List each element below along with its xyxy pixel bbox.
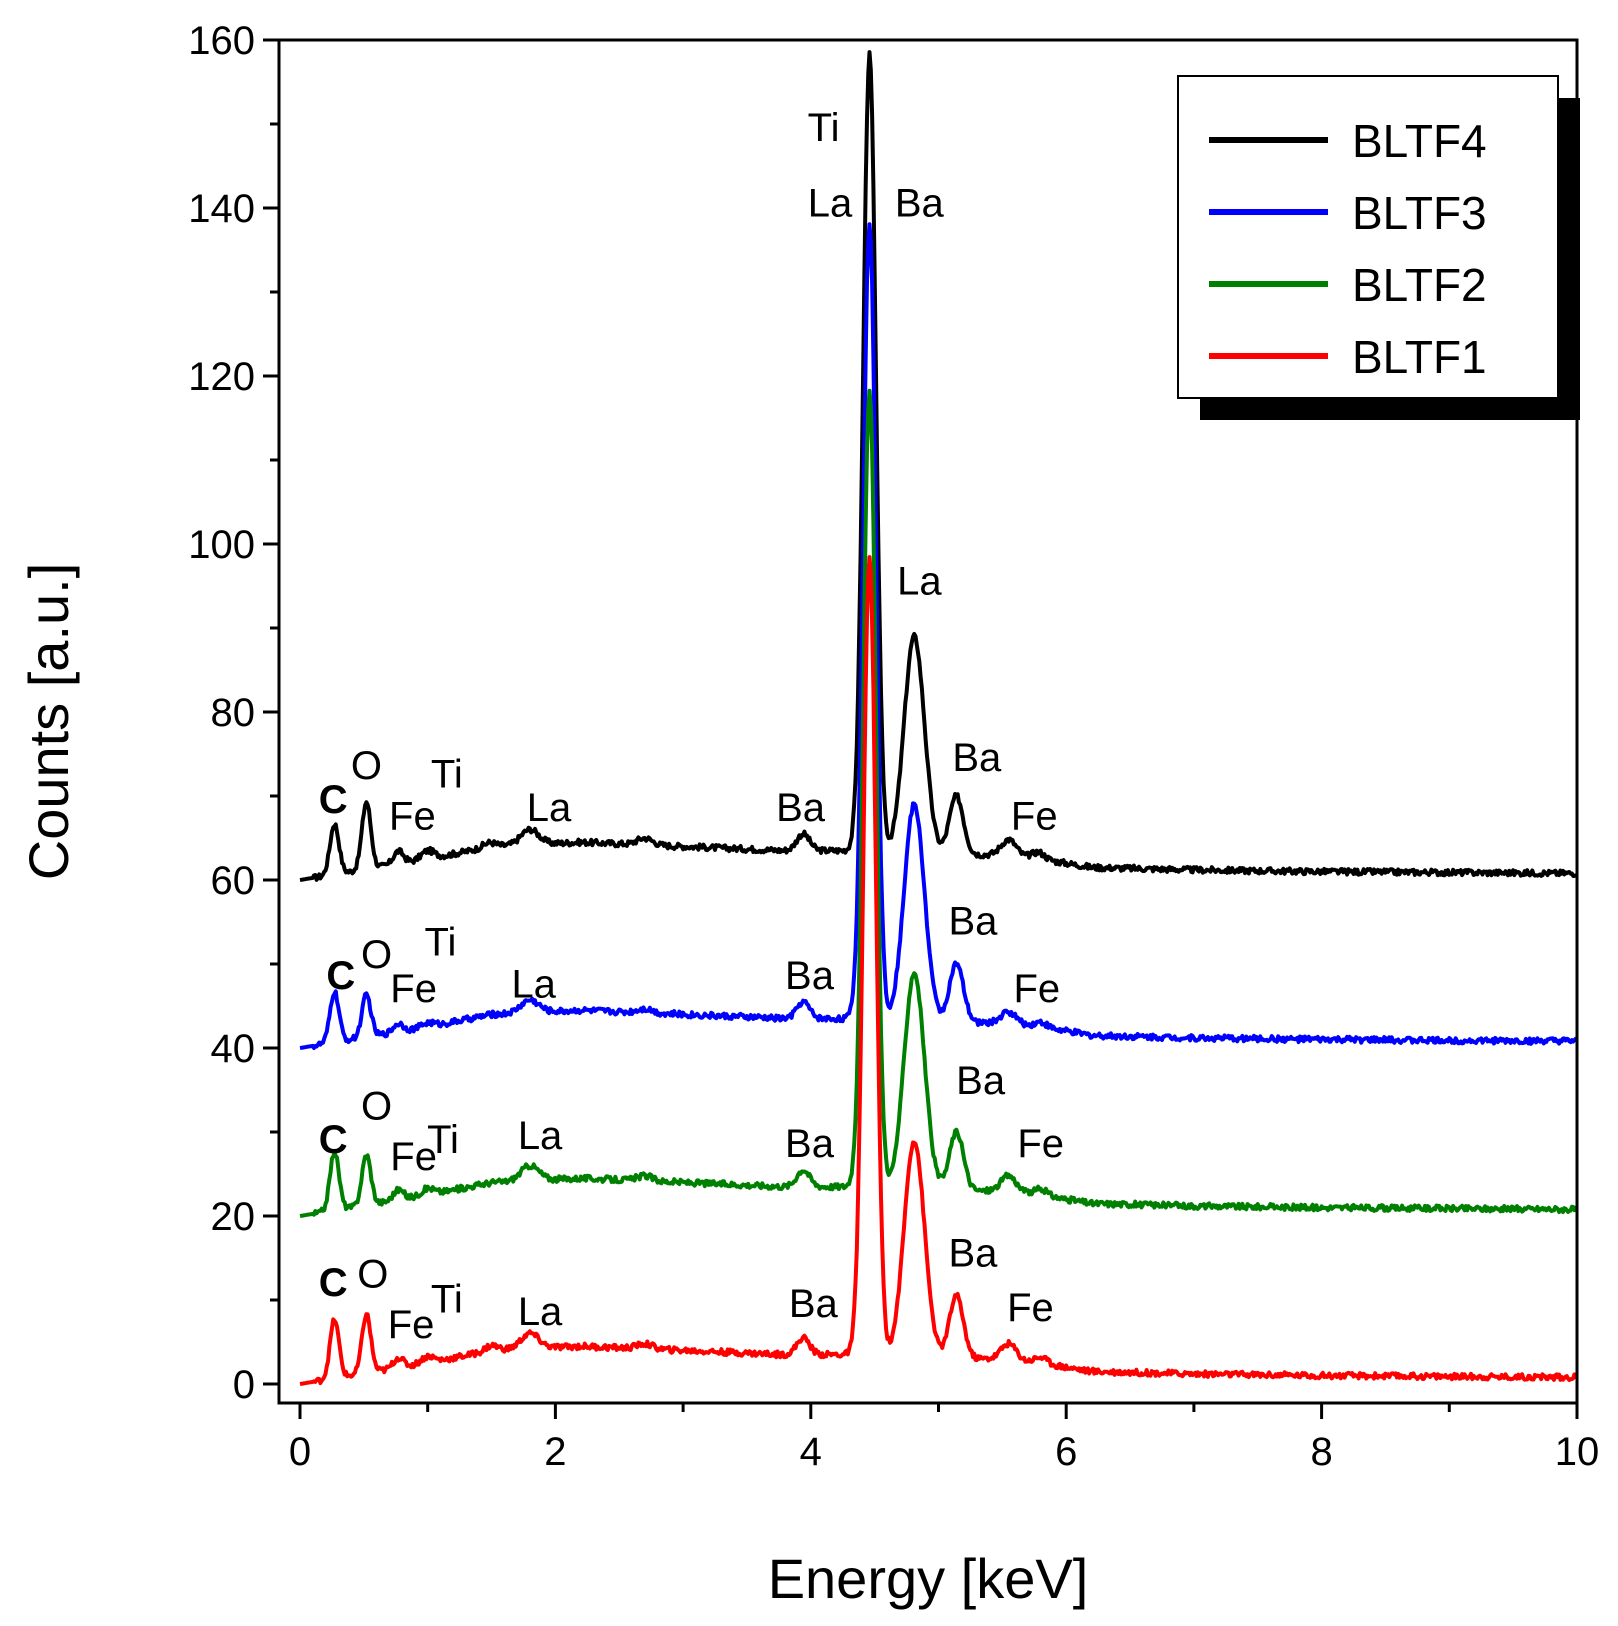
peak-label-fe-19: Fe	[1013, 967, 1060, 1011]
series-line-bltf2-2	[299, 388, 1579, 1218]
y-tick-label-1: 20	[211, 1195, 256, 1239]
peak-label-o-29: O	[357, 1252, 388, 1296]
peak-label-ti-23: Ti	[427, 1118, 459, 1162]
x-tick-label-5: 10	[1555, 1430, 1600, 1474]
series-line-bltf1-3	[299, 555, 1579, 1386]
peak-label-fe-30: Fe	[388, 1303, 435, 1347]
y-axis: 0 20 40 60 80 100 120 140 160	[188, 19, 279, 1407]
y-tick-label-6: 120	[188, 355, 255, 399]
peak-label-ba-10: Ba	[952, 736, 1002, 780]
peak-label-ba-2: Ba	[895, 181, 945, 225]
peak-label-fe-14: Fe	[390, 967, 437, 1011]
legend-label-bltf2-2: BLTF2	[1352, 259, 1487, 311]
peak-label-ba-17: Ba	[785, 954, 835, 998]
peak-label-o-21: O	[361, 1084, 392, 1128]
peak-label-fe-11: Fe	[1011, 795, 1058, 839]
peak-label-fe-35: Fe	[1007, 1286, 1054, 1330]
legend-label-bltf1-3: BLTF1	[1352, 331, 1487, 383]
peak-label-ba-33: Ba	[789, 1282, 839, 1326]
peak-label-ba-9: Ba	[776, 786, 826, 830]
y-tick-label-7: 140	[188, 187, 255, 231]
legend-label-bltf4-0: BLTF4	[1352, 115, 1487, 167]
peak-label-c-20: C	[319, 1118, 348, 1162]
peak-label-fe-27: Fe	[1017, 1122, 1064, 1166]
y-tick-label-3: 60	[211, 859, 256, 903]
peak-label-c-12: C	[326, 954, 355, 998]
y-tick-label-5: 100	[188, 523, 255, 567]
peak-label-fe-22: Fe	[390, 1135, 437, 1179]
peak-label-o-5: O	[351, 744, 382, 788]
peak-label-ba-26: Ba	[956, 1059, 1006, 1103]
peak-label-ti-15: Ti	[425, 921, 457, 965]
y-tick-label-4: 80	[211, 691, 256, 735]
peak-label-c-28: C	[319, 1261, 348, 1305]
peak-label-la-32: La	[518, 1290, 563, 1334]
peak-label-la-3: La	[897, 559, 942, 603]
x-tick-label-1: 2	[544, 1430, 566, 1474]
peak-label-la-16: La	[511, 963, 556, 1007]
peak-label-ti-31: Ti	[431, 1278, 463, 1322]
peak-label-o-13: O	[361, 933, 392, 977]
series-line-bltf3-1	[299, 222, 1578, 1050]
y-tick-label-2: 40	[211, 1027, 256, 1071]
x-tick-label-0: 0	[289, 1430, 311, 1474]
peak-label-fe-6: Fe	[389, 795, 436, 839]
series-line-bltf4-0	[299, 50, 1579, 882]
peak-label-ba-25: Ba	[785, 1122, 835, 1166]
peak-label-ba-18: Ba	[949, 900, 999, 944]
plot-frame	[277, 38, 1579, 1405]
legend: BLTF4 BLTF3 BLTF2 BLTF1	[1177, 75, 1580, 420]
peak-label-ti-7: Ti	[431, 753, 463, 797]
y-tick-label-8: 160	[188, 19, 255, 63]
x-axis: 0 2 4 6 8 10	[289, 1403, 1599, 1474]
peak-label-ti-0: Ti	[808, 106, 840, 150]
peak-label-c-4: C	[319, 778, 348, 822]
y-axis-title: Counts [a.u.]	[17, 563, 80, 881]
peak-label-la-24: La	[518, 1114, 563, 1158]
x-tick-label-2: 4	[800, 1430, 822, 1474]
x-tick-label-4: 8	[1310, 1430, 1332, 1474]
legend-box	[1177, 75, 1559, 399]
x-tick-label-3: 6	[1055, 1430, 1077, 1474]
peak-label-ba-34: Ba	[949, 1231, 999, 1275]
series-layer	[299, 50, 1579, 1386]
legend-label-bltf3-1: BLTF3	[1352, 187, 1487, 239]
x-axis-title: Energy [keV]	[768, 1547, 1089, 1610]
y-tick-label-0: 0	[233, 1363, 255, 1407]
peak-label-la-8: La	[527, 786, 572, 830]
peak-label-la-1: La	[808, 181, 853, 225]
